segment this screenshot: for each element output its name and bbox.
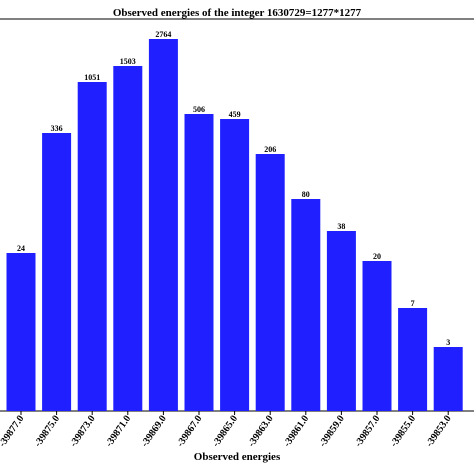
- bar--39865.0: [220, 119, 250, 411]
- x-tick-label: -39873.0: [68, 413, 98, 449]
- bar-value-label: 2764: [155, 30, 171, 39]
- bar-value-label: 24: [17, 244, 25, 253]
- chart-title: Observed energies of the integer 1630729…: [112, 7, 362, 19]
- bar--39877.0: [6, 253, 36, 411]
- bar-value-label: 3: [446, 338, 450, 347]
- bar--39867.0: [184, 114, 214, 411]
- x-axis-label: Observed energies: [193, 451, 281, 463]
- bar-value-label: 20: [373, 252, 381, 261]
- x-tick-label: -39859.0: [317, 413, 347, 449]
- bar-value-label: 38: [337, 222, 345, 231]
- x-tick-label: -39867.0: [175, 413, 205, 449]
- bar--39859.0: [326, 231, 356, 411]
- x-ticks-group: -39877.0 -39875.0 -39873.0 -39871.0 -39869.0…: [0, 411, 454, 449]
- bar-value-label: 336: [51, 124, 63, 133]
- bar-value-label: 7: [411, 299, 415, 308]
- bar-value-label: 459: [229, 110, 241, 119]
- bar--39857.0: [362, 261, 392, 411]
- x-tick-label: -39875.0: [32, 413, 62, 449]
- bars-group: [6, 39, 463, 411]
- x-tick-label: -39871.0: [104, 413, 134, 449]
- x-tick-label: -39877.0: [0, 413, 26, 449]
- bar-value-label: 80: [302, 190, 310, 199]
- bar--39855.0: [398, 308, 428, 411]
- bar--39861.0: [291, 199, 321, 411]
- x-tick-label: -39865.0: [210, 413, 240, 449]
- bar--39863.0: [255, 154, 285, 411]
- x-tick-label: -39863.0: [246, 413, 276, 449]
- bar-value-label: 1051: [84, 73, 100, 82]
- bar--39873.0: [77, 82, 107, 411]
- bar--39853.0: [433, 347, 463, 411]
- bar--39875.0: [42, 133, 72, 411]
- bar-value-label: 1503: [120, 57, 136, 66]
- x-tick-label: -39857.0: [353, 413, 383, 449]
- bar--39871.0: [113, 66, 143, 411]
- bar-value-label: 206: [264, 145, 276, 154]
- x-tick-label: -39853.0: [424, 413, 454, 449]
- bar-labels-group: 24 336 1051 1503 2764 506 459 206 80 38 20 7 3: [17, 30, 450, 347]
- bar--39869.0: [148, 39, 178, 411]
- x-tick-label: -39855.0: [388, 413, 418, 449]
- x-tick-label: -39869.0: [139, 413, 169, 449]
- bar-value-label: 506: [193, 105, 205, 114]
- x-tick-label: -39861.0: [282, 413, 312, 449]
